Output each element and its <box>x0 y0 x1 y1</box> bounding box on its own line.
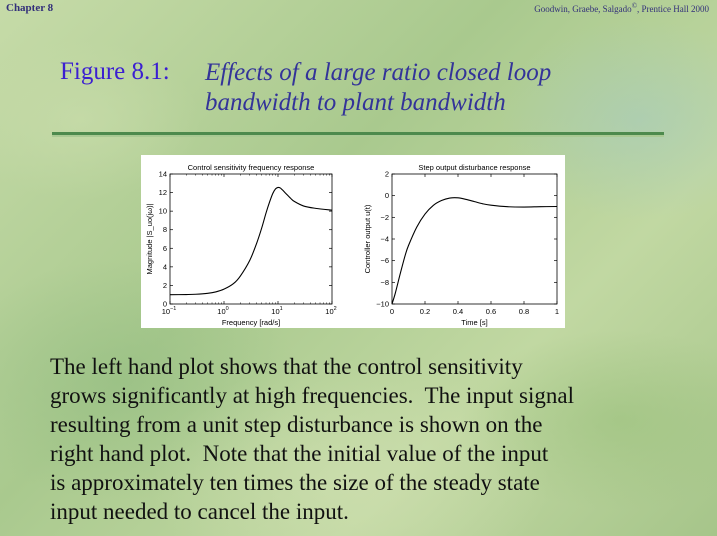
figure-title-line-2: bandwidth to plant bandwidth <box>205 89 506 116</box>
plot1-ytick-label: 12 <box>159 188 167 197</box>
plot1-ylabel: Magnitude |S_uo(jω)| <box>145 203 154 274</box>
plot2-xtick-label: 0.4 <box>453 307 463 316</box>
plot1-series-line <box>169 186 333 296</box>
plot2-xtick-label: 0.6 <box>486 307 496 316</box>
chapter-label: Chapter 8 <box>6 2 54 14</box>
body-line-5: is approximately ten times the size of t… <box>50 470 540 495</box>
title-divider <box>52 132 664 135</box>
copyright-credit: Goodwin, Graebe, Salgado©, Prentice Hall… <box>534 2 709 14</box>
plot1-axes-box <box>169 173 333 305</box>
plot1-xtick-label: 101 <box>271 306 282 316</box>
plot1-title: Control sensitivity frequency response <box>188 163 315 172</box>
plot1-xtick-label: 10−1 <box>162 306 177 316</box>
plot2-ytick-label: −4 <box>380 235 389 244</box>
plot2-xtick-label: 1 <box>555 307 559 316</box>
plot2-series-line <box>391 197 558 305</box>
body-line-2: grows significantly at high frequencies.… <box>50 383 574 408</box>
body-line-3: resulting from a unit step disturbance i… <box>50 412 543 437</box>
plot2-ytick-label: −8 <box>380 278 389 287</box>
body-paragraph: The left hand plot shows that the contro… <box>50 352 710 526</box>
plot1-ytick-label: 2 <box>163 281 167 290</box>
plot1-xtick-label: 100 <box>217 306 228 316</box>
plot2-title: Step output disturbance response <box>418 163 530 172</box>
body-line-4: right hand plot. Note that the initial v… <box>50 441 549 466</box>
plot1-xtick-label: 102 <box>325 306 336 316</box>
plot2-ytick-label: −2 <box>380 213 389 222</box>
figure-title: Effects of a large ratio closed loop ban… <box>205 58 645 118</box>
plot1-ytick-label: 4 <box>163 262 167 271</box>
figure-title-line-1: Effects of a large ratio closed loop <box>205 59 552 86</box>
body-line-6: input needed to cancel the input. <box>50 499 349 524</box>
plot1-ytick-label: 14 <box>159 170 167 179</box>
plot1-ytick-label: 0 <box>163 300 167 309</box>
figure-label: Figure 8.1: <box>60 58 170 85</box>
plot1-ytick-label: 6 <box>163 244 167 253</box>
plot2-xlabel: Time [s] <box>461 318 487 327</box>
plot2-xtick-label: 0.2 <box>420 307 430 316</box>
plot1-xlabel: Frequency [rad/s] <box>222 318 280 327</box>
plot2-ytick-label: 0 <box>385 191 389 200</box>
copyright-symbol: © <box>631 2 638 10</box>
plot2-ylabel: Controller output u(t) <box>363 204 372 273</box>
plot2-ytick-label: 2 <box>385 170 389 179</box>
plot2-ytick-label: −6 <box>380 256 389 265</box>
figure-plots: 0 2 4 6 8 10 12 14 10−1 100 101 102 Control sensitiv… <box>141 155 565 328</box>
credit-authors: Goodwin, Graebe, Salgado <box>534 4 632 14</box>
plot1-ytick-label: 10 <box>159 207 167 216</box>
plot2-xtick-label: 0.8 <box>519 307 529 316</box>
credit-publisher: , Prentice Hall 2000 <box>637 4 709 14</box>
plot1-ytick-label: 8 <box>163 225 167 234</box>
body-line-1: The left hand plot shows that the contro… <box>50 354 523 379</box>
plot2-axes-box <box>391 173 558 305</box>
plot2-xtick-label: 0 <box>390 307 394 316</box>
plot2-ytick-label: −10 <box>376 300 389 309</box>
